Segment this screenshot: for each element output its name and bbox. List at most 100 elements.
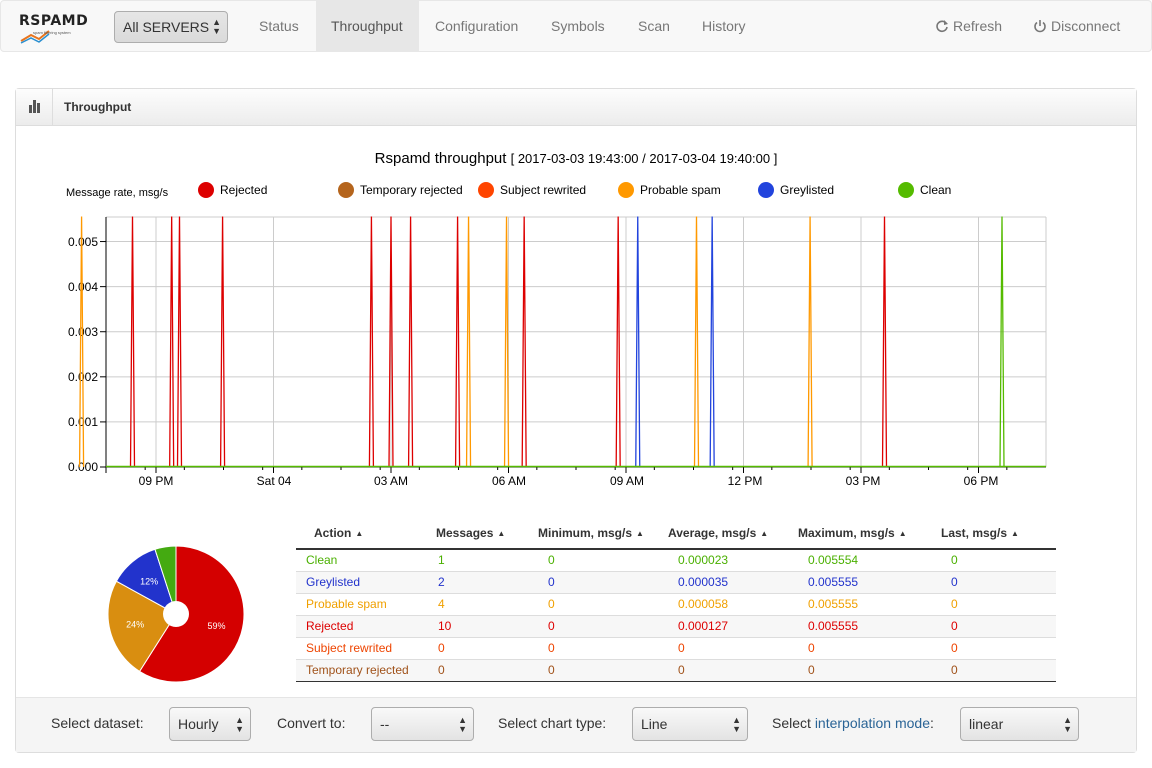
sort-icon: ▲ xyxy=(497,529,506,538)
pie-slice-rejected[interactable] xyxy=(138,545,245,683)
power-icon xyxy=(1034,20,1046,33)
cell-action: Rejected xyxy=(296,615,428,638)
cell-last: 0 xyxy=(941,549,1056,572)
legend-subject-rewrited[interactable]: Subject rewrited xyxy=(478,182,586,198)
y-tick-label: 0.003 xyxy=(67,325,98,339)
y-tick-label: 0.002 xyxy=(67,370,98,384)
nav-history[interactable]: History xyxy=(702,18,746,34)
cell-max: 0.005555 xyxy=(798,571,941,594)
legend-greylisted[interactable]: Greylisted xyxy=(758,182,834,198)
table-row: Clean 1 0 0.000023 0.005554 0 xyxy=(296,549,1056,572)
disconnect-button[interactable]: Disconnect xyxy=(1033,1,1120,52)
interpolation-mode-link[interactable]: interpolation mode xyxy=(814,715,930,731)
cell-avg: 0 xyxy=(668,637,798,660)
column-header-last[interactable]: Last, msg/s ▲ xyxy=(941,518,1056,550)
nav-status[interactable]: Status xyxy=(259,18,299,34)
bar-chart-icon xyxy=(29,100,40,113)
select-arrows-icon: ▲ ▼ xyxy=(212,17,221,36)
convert-select[interactable]: -- ▲ ▼ xyxy=(371,707,474,741)
nav-configuration[interactable]: Configuration xyxy=(435,18,519,34)
dataset-select-value: Hourly xyxy=(178,716,219,732)
x-tick-label: 06 PM xyxy=(963,474,999,488)
actions-pie-chart: 59% 24% 12% xyxy=(107,545,245,683)
chart-type-label: Select chart type: xyxy=(498,715,607,731)
x-tick-label: 03 PM xyxy=(845,474,881,488)
cell-last: 0 xyxy=(941,571,1056,594)
cell-avg: 0 xyxy=(668,659,798,682)
legend-clean[interactable]: Clean xyxy=(898,182,951,198)
column-header-average[interactable]: Average, msg/s ▲ xyxy=(668,518,798,550)
legend-label: Subject rewrited xyxy=(500,183,587,197)
server-select-value: All SERVERS xyxy=(123,19,210,35)
cell-action: Probable spam xyxy=(296,593,428,616)
column-header-maximum[interactable]: Maximum, msg/s ▲ xyxy=(798,518,941,550)
column-header-minimum[interactable]: Minimum, msg/s ▲ xyxy=(538,518,668,550)
cell-messages: 1 xyxy=(428,549,538,572)
cell-messages: 10 xyxy=(428,615,538,638)
legend-dot-icon xyxy=(758,182,774,198)
legend-temporary-rejected[interactable]: Temporary rejected xyxy=(338,182,463,198)
cell-max: 0.005555 xyxy=(798,615,941,638)
nav-scan[interactable]: Scan xyxy=(638,18,670,34)
column-header-action[interactable]: Action ▲ xyxy=(296,518,428,550)
pie-center-hole xyxy=(163,601,189,627)
nav-throughput[interactable]: Throughput xyxy=(316,1,419,52)
y-tick-label: 0.005 xyxy=(67,235,98,249)
y-tick-label: 0.001 xyxy=(67,415,98,429)
sort-icon: ▲ xyxy=(760,529,769,538)
sort-icon: ▲ xyxy=(636,529,644,538)
legend-label: Probable spam xyxy=(640,183,721,197)
column-header-messages[interactable]: Messages ▲ xyxy=(428,518,538,550)
chart-date-range: [ 2017-03-03 19:43:00 / 2017-03-04 19:40… xyxy=(510,151,778,166)
legend-probable-spam[interactable]: Probable spam xyxy=(618,182,721,198)
header-label: Last, msg/s xyxy=(941,526,1008,540)
header-label: Action xyxy=(314,526,352,540)
logo-subtitle: spam filtering system xyxy=(33,30,71,35)
x-tick-label: 06 AM xyxy=(491,474,527,488)
cell-last: 0 xyxy=(941,659,1056,682)
cell-min: 0 xyxy=(538,593,668,616)
cell-action: Clean xyxy=(296,549,428,572)
cell-min: 0 xyxy=(538,659,668,682)
nav-symbols[interactable]: Symbols xyxy=(551,18,605,34)
interpolation-select[interactable]: linear ▲ ▼ xyxy=(960,707,1079,741)
cell-last: 0 xyxy=(941,637,1056,660)
disconnect-label: Disconnect xyxy=(1051,18,1121,34)
legend-label: Greylisted xyxy=(780,183,835,197)
chart-type-select[interactable]: Line ▲ ▼ xyxy=(632,707,748,741)
cell-min: 0 xyxy=(538,637,668,660)
interpolation-label-prefix: Select xyxy=(772,715,815,731)
refresh-button[interactable]: Refresh xyxy=(935,1,1002,52)
legend-dot-icon xyxy=(338,182,354,198)
cell-messages: 2 xyxy=(428,571,538,594)
pie-slice-label: 24% xyxy=(126,619,144,629)
table-row: Probable spam 4 0 0.000058 0.005555 0 xyxy=(296,593,1056,616)
table-header-row: Action ▲ Messages ▲ Minimum, msg/s ▲ Averag… xyxy=(296,518,1056,550)
pie-slice-clean[interactable] xyxy=(154,545,177,615)
refresh-label: Refresh xyxy=(953,18,1003,34)
logo-text: RSPAMD xyxy=(19,13,89,29)
server-select[interactable]: All SERVERS ▲ ▼ xyxy=(114,11,228,43)
panel-heading: Throughput xyxy=(16,89,1136,126)
dataset-select[interactable]: Hourly ▲ ▼ xyxy=(169,707,251,741)
legend-label: Rejected xyxy=(220,183,268,197)
throughput-table: Action ▲ Messages ▲ Minimum, msg/s ▲ Averag… xyxy=(296,518,1056,682)
cell-max: 0 xyxy=(798,659,941,682)
navbar: RSPAMD spam filtering system All SERVERS… xyxy=(0,0,1152,52)
x-tick-label: 09 AM xyxy=(609,474,645,488)
interpolation-label-suffix: : xyxy=(930,715,934,731)
pie-slice-label: 59% xyxy=(207,621,225,631)
legend-rejected[interactable]: Rejected xyxy=(198,182,267,198)
rspamd-logo[interactable]: RSPAMD spam filtering system xyxy=(19,13,89,45)
y-tick-label: 0.000 xyxy=(67,460,98,474)
interpolation-label: Select interpolation mode: xyxy=(772,715,934,731)
convert-select-value: -- xyxy=(380,716,390,732)
cell-avg: 0.000023 xyxy=(668,549,798,572)
header-label: Maximum, msg/s xyxy=(798,526,895,540)
pie-slice-probable-spam[interactable] xyxy=(107,580,177,673)
sort-icon: ▲ xyxy=(898,529,907,538)
select-arrows-icon: ▲ ▼ xyxy=(458,715,467,734)
legend-dot-icon xyxy=(478,182,494,198)
x-tick-label: 03 AM xyxy=(373,474,409,488)
legend-dot-icon xyxy=(618,182,634,198)
